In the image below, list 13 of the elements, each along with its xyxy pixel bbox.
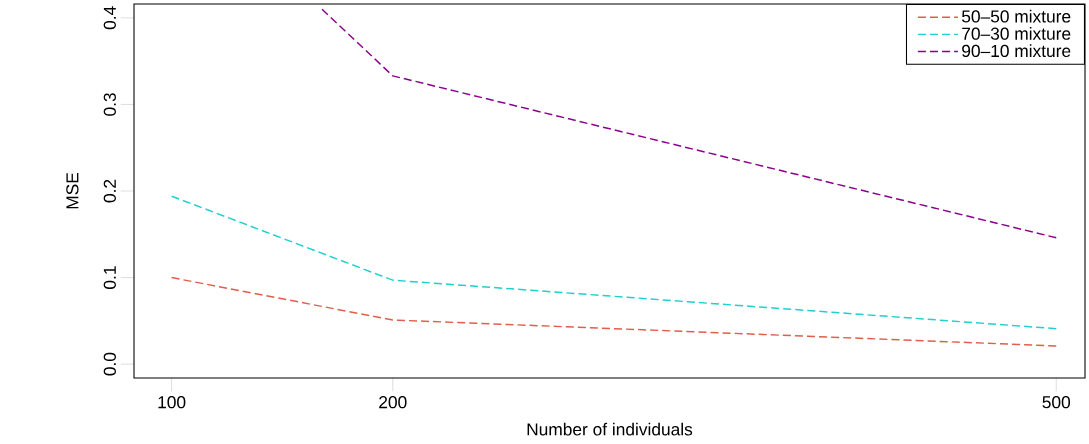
- legend-label: 90–10 mixture: [962, 44, 1071, 58]
- y-axis-title: MSE: [66, 172, 79, 209]
- x-axis-title: Number of individuals: [527, 422, 693, 436]
- y-tick-label: 0.0: [103, 352, 116, 376]
- y-tick-label: 0.1: [103, 266, 116, 289]
- legend-label: 70–30 mixture: [962, 27, 1071, 40]
- y-tick-label: 0.4: [103, 6, 116, 30]
- y-tick-label: 0.2: [103, 179, 116, 203]
- legend-label: 50–50 mixture: [961, 9, 1071, 23]
- y-tick-label: 0.3: [103, 93, 116, 116]
- x-tick-label: 500: [1042, 396, 1071, 409]
- x-tick-label: 100: [158, 396, 186, 409]
- x-tick-label: 200: [379, 396, 407, 409]
